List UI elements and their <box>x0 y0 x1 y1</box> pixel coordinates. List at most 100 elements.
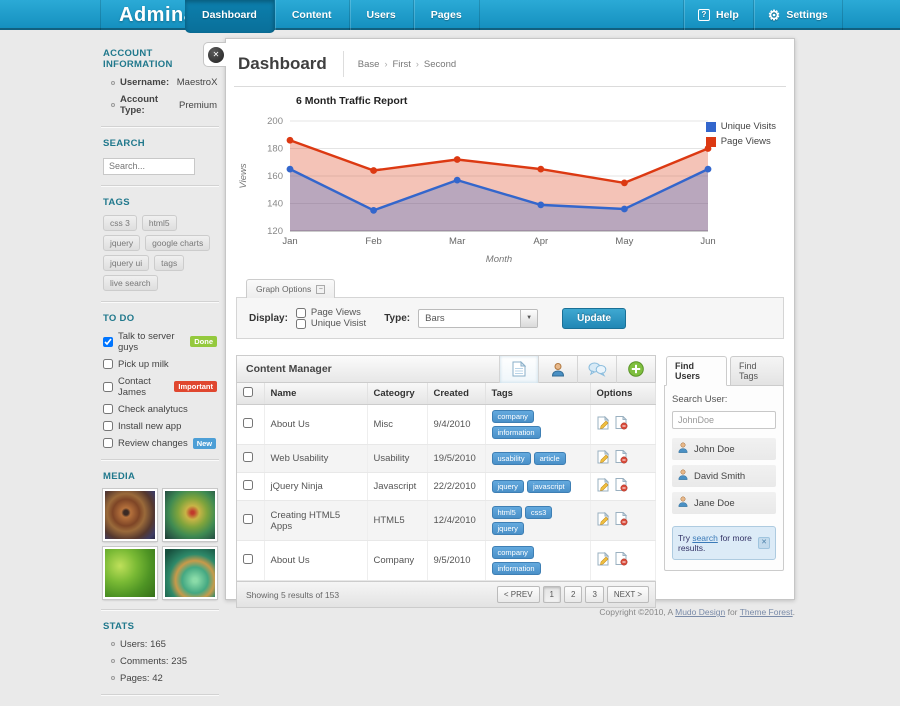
divider <box>101 300 219 303</box>
pagination-button[interactable]: 2 <box>564 586 583 603</box>
tag-pill[interactable]: jquery <box>103 234 141 251</box>
user-result[interactable]: David Smith <box>672 465 776 487</box>
tag-pill[interactable]: article <box>533 452 566 465</box>
svg-text:120: 120 <box>267 226 283 237</box>
media-thumbnail[interactable] <box>162 487 218 542</box>
pagination-button[interactable]: 1 <box>542 586 561 603</box>
close-icon[interactable]: ✕ <box>208 47 224 63</box>
tag-pill[interactable]: company <box>491 410 534 423</box>
cell-tags: company information <box>491 410 584 439</box>
tag-pill[interactable]: google charts <box>145 234 211 251</box>
delete-icon[interactable] <box>615 477 628 495</box>
graph-options-tab[interactable]: Graph Options − <box>246 279 336 298</box>
page-title: Dashboard <box>238 54 327 73</box>
list-item: Pages: 42 <box>111 673 217 684</box>
account-section-title: ACCOUNT INFORMATION <box>103 48 173 70</box>
divider <box>101 458 219 461</box>
todo-checkbox[interactable] <box>103 381 113 392</box>
select-all-checkbox[interactable] <box>243 387 253 397</box>
divider <box>101 126 219 128</box>
tag-pill[interactable]: information <box>491 426 541 439</box>
row-checkbox[interactable] <box>243 452 253 462</box>
themeforest-link[interactable]: Theme Forest <box>739 607 793 617</box>
design-link[interactable]: Mudo Design <box>675 607 726 617</box>
delete-icon[interactable] <box>615 511 628 529</box>
edit-icon[interactable] <box>597 449 610 467</box>
cell-tags: html5 css3 jquery <box>491 506 584 535</box>
tag-pill[interactable]: jquery ui <box>103 254 150 271</box>
media-thumbnail[interactable] <box>102 545 158 600</box>
search-input[interactable] <box>103 157 195 175</box>
row-checkbox[interactable] <box>243 480 253 490</box>
tag-pill[interactable]: jquery <box>491 522 524 535</box>
tag-pill[interactable]: javascript <box>526 480 571 493</box>
add-tool-button[interactable] <box>616 355 655 383</box>
checkbox[interactable] <box>295 307 306 318</box>
media-thumbnail[interactable] <box>102 487 158 542</box>
user-search-input[interactable] <box>672 411 776 429</box>
tag-pill[interactable]: usability <box>491 452 531 465</box>
breadcrumb-item[interactable]: Second <box>423 58 457 70</box>
settings-button[interactable]: ⚙ Settings <box>752 0 843 30</box>
search-link[interactable]: search <box>692 533 718 543</box>
media-grid <box>102 487 225 600</box>
user-result[interactable]: Jane Doe <box>672 492 776 514</box>
svg-text:May: May <box>615 236 633 247</box>
help-button[interactable]: ? Help <box>683 0 753 30</box>
chart-type-select[interactable]: Bars ▼ <box>418 308 539 328</box>
search-section-title: SEARCH <box>103 138 145 149</box>
tag-pill[interactable]: information <box>491 562 541 575</box>
update-button[interactable]: Update <box>562 307 627 329</box>
tag-pill[interactable]: tags <box>154 254 185 271</box>
pagination-button[interactable]: < PREV <box>496 586 540 603</box>
graph-options-bar: Display: Page Views Unique Visist Type: B… <box>236 297 784 339</box>
tab-find-tags[interactable]: Find Tags <box>730 356 784 386</box>
tab-find-users[interactable]: Find Users <box>666 356 728 386</box>
nav-tab-content[interactable]: Content <box>275 0 350 30</box>
delete-icon[interactable] <box>615 449 628 467</box>
chart-type-value: Bars <box>425 312 445 324</box>
graph-options-section: Graph Options − Display: Page Views Uniqu… <box>236 278 784 339</box>
nav-tab-dashboard[interactable]: Dashboard <box>185 0 275 33</box>
todo-checkbox[interactable] <box>103 438 113 448</box>
close-icon[interactable]: ✕ <box>758 537 770 549</box>
svg-text:Month: Month <box>486 254 512 265</box>
user-result[interactable]: John Doe <box>672 438 776 460</box>
tag-pill[interactable]: css3 <box>524 506 553 519</box>
delete-icon[interactable] <box>615 551 628 569</box>
svg-text:200: 200 <box>267 116 283 127</box>
tag-pill[interactable]: css 3 <box>103 214 137 231</box>
pages-tool-button[interactable] <box>499 355 538 383</box>
nav-tab-users[interactable]: Users <box>350 0 414 30</box>
row-checkbox[interactable] <box>243 514 253 524</box>
media-thumbnail[interactable] <box>162 545 218 600</box>
nav-tab-pages[interactable]: Pages <box>414 0 480 30</box>
comments-tool-button[interactable] <box>577 355 616 383</box>
tag-pill[interactable]: jquery <box>491 480 524 493</box>
divider <box>101 184 219 187</box>
tag-pill[interactable]: html5 <box>491 506 522 519</box>
breadcrumb-item[interactable]: First <box>392 58 411 70</box>
tag-cloud: css 3 html5 jquery google charts jquery ui ta… <box>103 214 217 291</box>
row-checkbox[interactable] <box>243 554 253 564</box>
edit-icon[interactable] <box>597 511 610 529</box>
tag-pill[interactable]: html5 <box>141 214 177 231</box>
pagination-button[interactable]: NEXT > <box>606 586 649 603</box>
row-checkbox[interactable] <box>243 418 253 428</box>
breadcrumb-item[interactable]: Base <box>357 58 380 70</box>
users-tool-button[interactable] <box>538 355 577 383</box>
pagination-button[interactable]: 3 <box>585 586 604 603</box>
todo-checkbox[interactable] <box>103 421 113 431</box>
edit-icon[interactable] <box>597 415 610 433</box>
todo-checkbox[interactable] <box>103 404 113 414</box>
delete-icon[interactable] <box>615 415 628 433</box>
edit-icon[interactable] <box>597 551 610 569</box>
traffic-chart: 6 Month Traffic Report 120 140 160 180 200 Ja… <box>234 95 786 274</box>
edit-icon[interactable] <box>597 477 610 495</box>
list-item: Comments: 235 <box>111 656 217 667</box>
checkbox[interactable] <box>295 318 306 329</box>
tag-pill[interactable]: live search <box>103 274 158 291</box>
todo-checkbox[interactable] <box>103 336 113 347</box>
todo-checkbox[interactable] <box>103 359 113 369</box>
tag-pill[interactable]: company <box>491 546 534 559</box>
